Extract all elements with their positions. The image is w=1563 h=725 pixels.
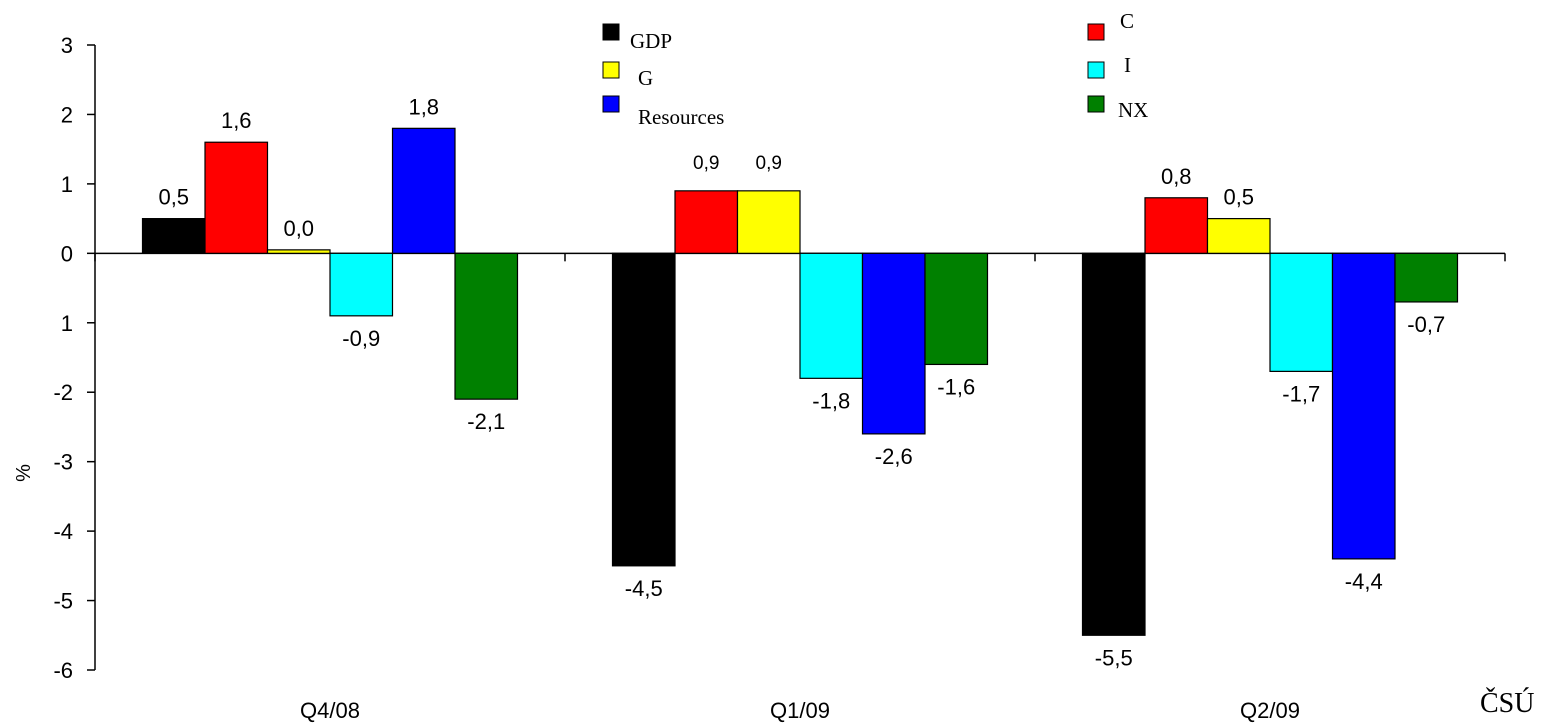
legend-label-g: G [638,66,653,90]
data-label: 0,5 [158,185,189,210]
data-label: -1,7 [1282,381,1320,406]
x-tick-label: Q2/09 [1240,698,1300,723]
data-label: 0,0 [283,216,314,241]
chart-bars [141,127,1459,636]
bar-gdp-q4-08 [141,218,206,254]
bar-resources-q4-08 [391,127,456,254]
y-tick-label: 1 [61,311,73,336]
y-tick-label: 0 [61,241,73,266]
legend-swatch-gdp [602,23,620,41]
x-tick-label: Q4/08 [300,698,360,723]
legend-swatch-resources [602,95,620,113]
data-label: -1,8 [812,388,850,413]
legend-swatch-i [1087,61,1105,79]
x-tick-label: Q1/09 [770,698,830,723]
bar-c-q1-09 [674,190,739,254]
data-label: 0,5 [1223,185,1254,210]
data-label: -4,4 [1345,569,1383,594]
data-label: 0,9 [756,153,782,174]
y-tick-label: -2 [53,380,73,405]
y-axis-label: % [13,464,35,482]
legend-label-c: C [1120,9,1134,33]
y-tick-label: 2 [61,102,73,127]
bar-g-q4-08 [266,249,331,254]
legend-label-gdp: GDP [630,29,672,53]
bar-c-q4-08 [204,141,269,254]
bar-resources-q1-09 [861,252,926,435]
legend-swatch-nx [1087,95,1105,113]
legend: GDP G Resources CI NX [602,9,1148,129]
bar-gdp-q1-09 [611,252,676,567]
bar-nx-q2-09 [1394,252,1459,303]
data-label: -0,9 [342,326,380,351]
data-label: -5,5 [1095,645,1133,670]
data-labels: 0,5 -4,5 -5,5 1,6 0,9 0,8 0,0 0,9 0,5 -0,9 -1,8 -1,… [158,94,1445,670]
y-tick-label: -6 [53,658,73,683]
y-tick-label: 1 [61,172,73,197]
y-tick-label: -5 [53,589,73,614]
data-label: -4,5 [625,576,663,601]
bar-nx-q1-09 [924,252,989,366]
y-tick-label: -3 [53,450,73,475]
data-label: 1,6 [221,108,252,133]
chart-axes: 3 2 1 0 1 -2 -3 -4 -5 -6 Q4/08 Q1/09 Q2/09 [53,33,1506,723]
bar-g-q1-09 [736,190,801,254]
legend-swatch-g [602,61,620,79]
bar-i-q1-09 [799,252,864,379]
y-tick-label: 3 [61,33,73,58]
data-label: 1,8 [408,94,439,119]
y-tick-label: -4 [53,519,73,544]
data-label: -0,7 [1407,312,1445,337]
data-label: 0,9 [693,153,719,174]
bar-i-q4-08 [329,252,394,317]
bar-c-q2-09 [1144,197,1209,254]
bar-nx-q4-08 [454,252,519,400]
bar-i-q2-09 [1269,252,1334,372]
data-label: 0,8 [1161,164,1192,189]
bar-g-q2-09 [1206,218,1271,254]
bar-resources-q2-09 [1331,252,1396,560]
bar-gdp-q2-09 [1081,252,1146,636]
data-label: -1,6 [937,374,975,399]
data-label: -2,6 [875,444,913,469]
legend-label-nx: NX [1118,98,1148,122]
data-label: -2,1 [467,409,505,434]
legend-label-i: I [1124,53,1131,77]
legend-swatch-c [1087,23,1105,41]
legend-label-resources: Resources [638,105,724,129]
source-label: ČSÚ [1480,688,1534,719]
